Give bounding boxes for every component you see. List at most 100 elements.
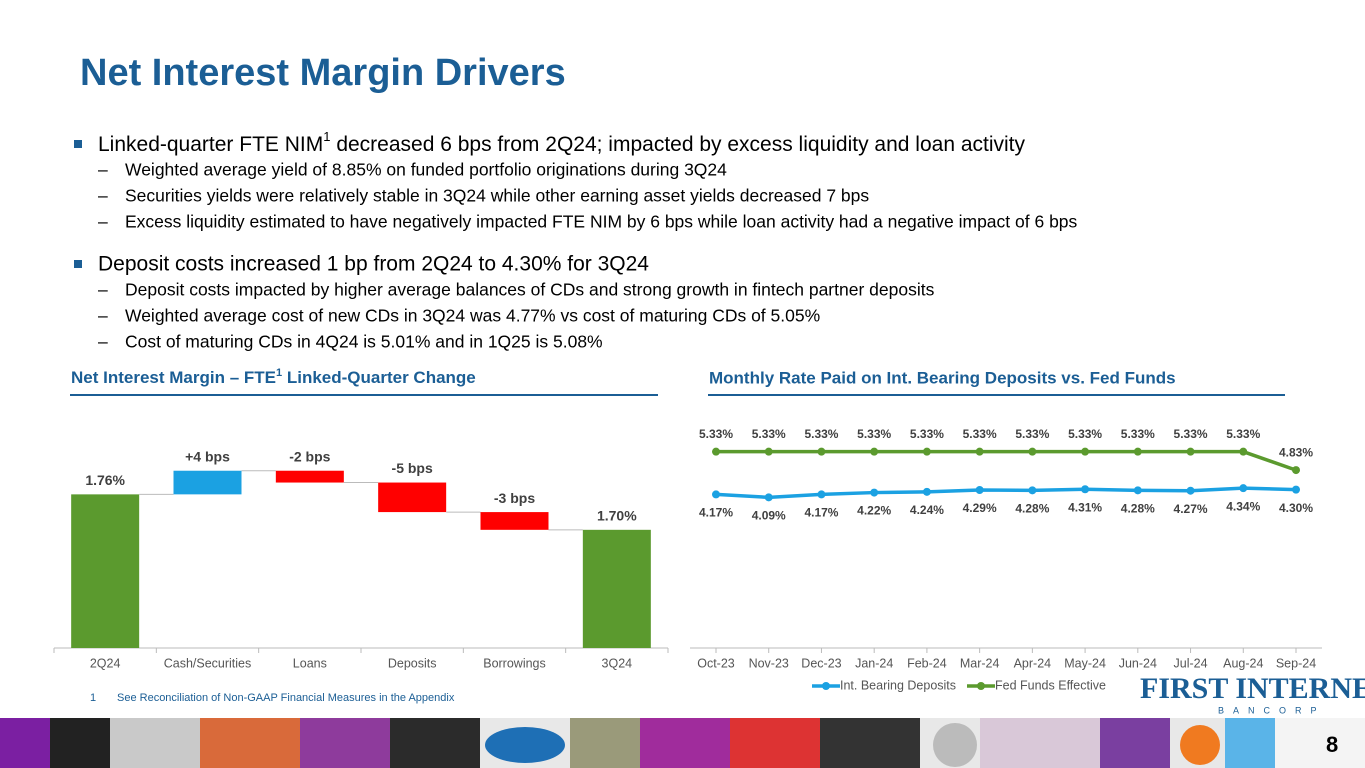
bullets: Linked-quarter FTE NIM1 decreased 6 bps … bbox=[74, 129, 1078, 352]
point bbox=[1292, 466, 1300, 475]
data-label: 4.29% bbox=[963, 501, 997, 515]
data-label: 4.27% bbox=[1174, 502, 1208, 516]
dash: – bbox=[98, 160, 108, 180]
footnote: See Reconciliation of Non-GAAP Financial… bbox=[117, 692, 455, 704]
data-label: 4.34% bbox=[1226, 499, 1260, 513]
logo-name: FIRST INTERNET bbox=[1140, 672, 1365, 705]
data-label: 1.76% bbox=[85, 472, 125, 488]
x-tick-label: Aug-24 bbox=[1223, 656, 1263, 670]
sup: 1 bbox=[276, 367, 282, 379]
point bbox=[870, 488, 879, 497]
bar bbox=[71, 494, 140, 648]
bar bbox=[275, 470, 344, 483]
x-tick-label: Jun-24 bbox=[1119, 656, 1157, 670]
data-label: 5.33% bbox=[1174, 427, 1208, 441]
tile bbox=[640, 718, 730, 768]
x-tick-label: 3Q24 bbox=[602, 656, 633, 670]
data-label: -2 bps bbox=[289, 448, 330, 464]
point bbox=[1028, 486, 1037, 495]
data-label: 4.22% bbox=[857, 504, 891, 518]
bullet-text: Linked-quarter FTE NIM1 decreased 6 bps … bbox=[98, 129, 1026, 155]
bullet bbox=[74, 260, 82, 268]
series-line bbox=[715, 486, 1297, 500]
data-label: 5.33% bbox=[699, 427, 733, 441]
data-label: 4.31% bbox=[1068, 500, 1102, 514]
dash: – bbox=[98, 332, 108, 352]
text: Net Interest Margin – FTE bbox=[71, 368, 276, 387]
chart-title: Net Interest Margin – FTE1 Linked-Quarte… bbox=[71, 367, 476, 388]
point bbox=[1081, 447, 1090, 456]
tile bbox=[390, 718, 480, 768]
data-label: 4.17% bbox=[699, 506, 733, 520]
data-label: -3 bps bbox=[494, 490, 535, 506]
point bbox=[1186, 486, 1195, 495]
series-line bbox=[716, 449, 1297, 472]
bar bbox=[582, 529, 651, 648]
data-label: 4.28% bbox=[1121, 502, 1155, 516]
data-label: 4.24% bbox=[910, 503, 944, 517]
legend-marker bbox=[822, 682, 830, 690]
point bbox=[975, 485, 984, 494]
data-label: 5.33% bbox=[1226, 427, 1260, 441]
tile bbox=[485, 727, 565, 763]
x-tick-label: Loans bbox=[293, 656, 327, 670]
point bbox=[712, 447, 720, 456]
logo-sub: BANCORP bbox=[1218, 705, 1326, 715]
data-label: 1.70% bbox=[597, 508, 637, 524]
tile bbox=[1275, 718, 1365, 768]
point bbox=[1133, 447, 1142, 456]
point bbox=[764, 493, 773, 502]
tile bbox=[50, 718, 110, 768]
x-tick-label: Jan-24 bbox=[855, 656, 893, 670]
tile bbox=[980, 718, 1100, 768]
point bbox=[712, 490, 720, 499]
text: Linked-Quarter Change bbox=[282, 368, 476, 387]
bullet-text: Deposit costs increased 1 bp from 2Q24 t… bbox=[98, 253, 649, 276]
dash: – bbox=[98, 212, 108, 232]
point bbox=[922, 487, 931, 496]
x-tick-label: Cash/Securities bbox=[164, 656, 252, 670]
tile bbox=[1225, 718, 1275, 768]
x-tick-label: May-24 bbox=[1064, 656, 1106, 670]
bar bbox=[173, 470, 242, 495]
data-label: +4 bps bbox=[185, 448, 230, 464]
text: decreased 6 bps from 2Q24; impacted by e… bbox=[330, 133, 1025, 156]
point bbox=[817, 490, 826, 499]
point bbox=[1239, 447, 1248, 456]
tile bbox=[110, 718, 200, 768]
point bbox=[1081, 485, 1090, 494]
chart-title: Monthly Rate Paid on Int. Bearing Deposi… bbox=[709, 368, 1176, 387]
data-label: 5.33% bbox=[963, 427, 997, 441]
x-tick-label: Mar-24 bbox=[960, 656, 1000, 670]
data-label: 4.83% bbox=[1279, 445, 1313, 459]
x-tick-label: Feb-24 bbox=[907, 656, 947, 670]
logo: FIRST INTERNET BANCORP bbox=[1140, 672, 1365, 715]
tile bbox=[300, 718, 390, 768]
tile bbox=[1180, 725, 1220, 765]
sub-bullet: Deposit costs impacted by higher average… bbox=[125, 280, 935, 300]
legend-label: Int. Bearing Deposits bbox=[840, 678, 956, 692]
x-tick-label: Jul-24 bbox=[1174, 656, 1208, 670]
x-tick-label: Dec-23 bbox=[801, 656, 841, 670]
point bbox=[1292, 485, 1300, 494]
point bbox=[817, 447, 826, 456]
point bbox=[764, 447, 773, 456]
data-label: 5.33% bbox=[1015, 427, 1049, 441]
point bbox=[1186, 447, 1195, 456]
data-label: 5.33% bbox=[752, 427, 786, 441]
tile bbox=[933, 723, 977, 767]
tile bbox=[730, 718, 820, 768]
x-tick-label: Apr-24 bbox=[1014, 656, 1052, 670]
data-label: -5 bps bbox=[392, 460, 433, 476]
sub-bullet: Cost of maturing CDs in 4Q24 is 5.01% an… bbox=[125, 332, 603, 352]
tile bbox=[200, 718, 300, 768]
x-tick-label: Oct-23 bbox=[697, 656, 735, 670]
tile bbox=[570, 718, 640, 768]
x-tick-label: Nov-23 bbox=[749, 656, 789, 670]
x-tick-label: Deposits bbox=[388, 656, 437, 670]
dash: – bbox=[98, 280, 108, 300]
data-label: 5.33% bbox=[1068, 427, 1102, 441]
x-tick-label: Sep-24 bbox=[1276, 656, 1316, 670]
x-tick-label: Borrowings bbox=[483, 656, 546, 670]
data-label: 4.17% bbox=[804, 506, 838, 520]
